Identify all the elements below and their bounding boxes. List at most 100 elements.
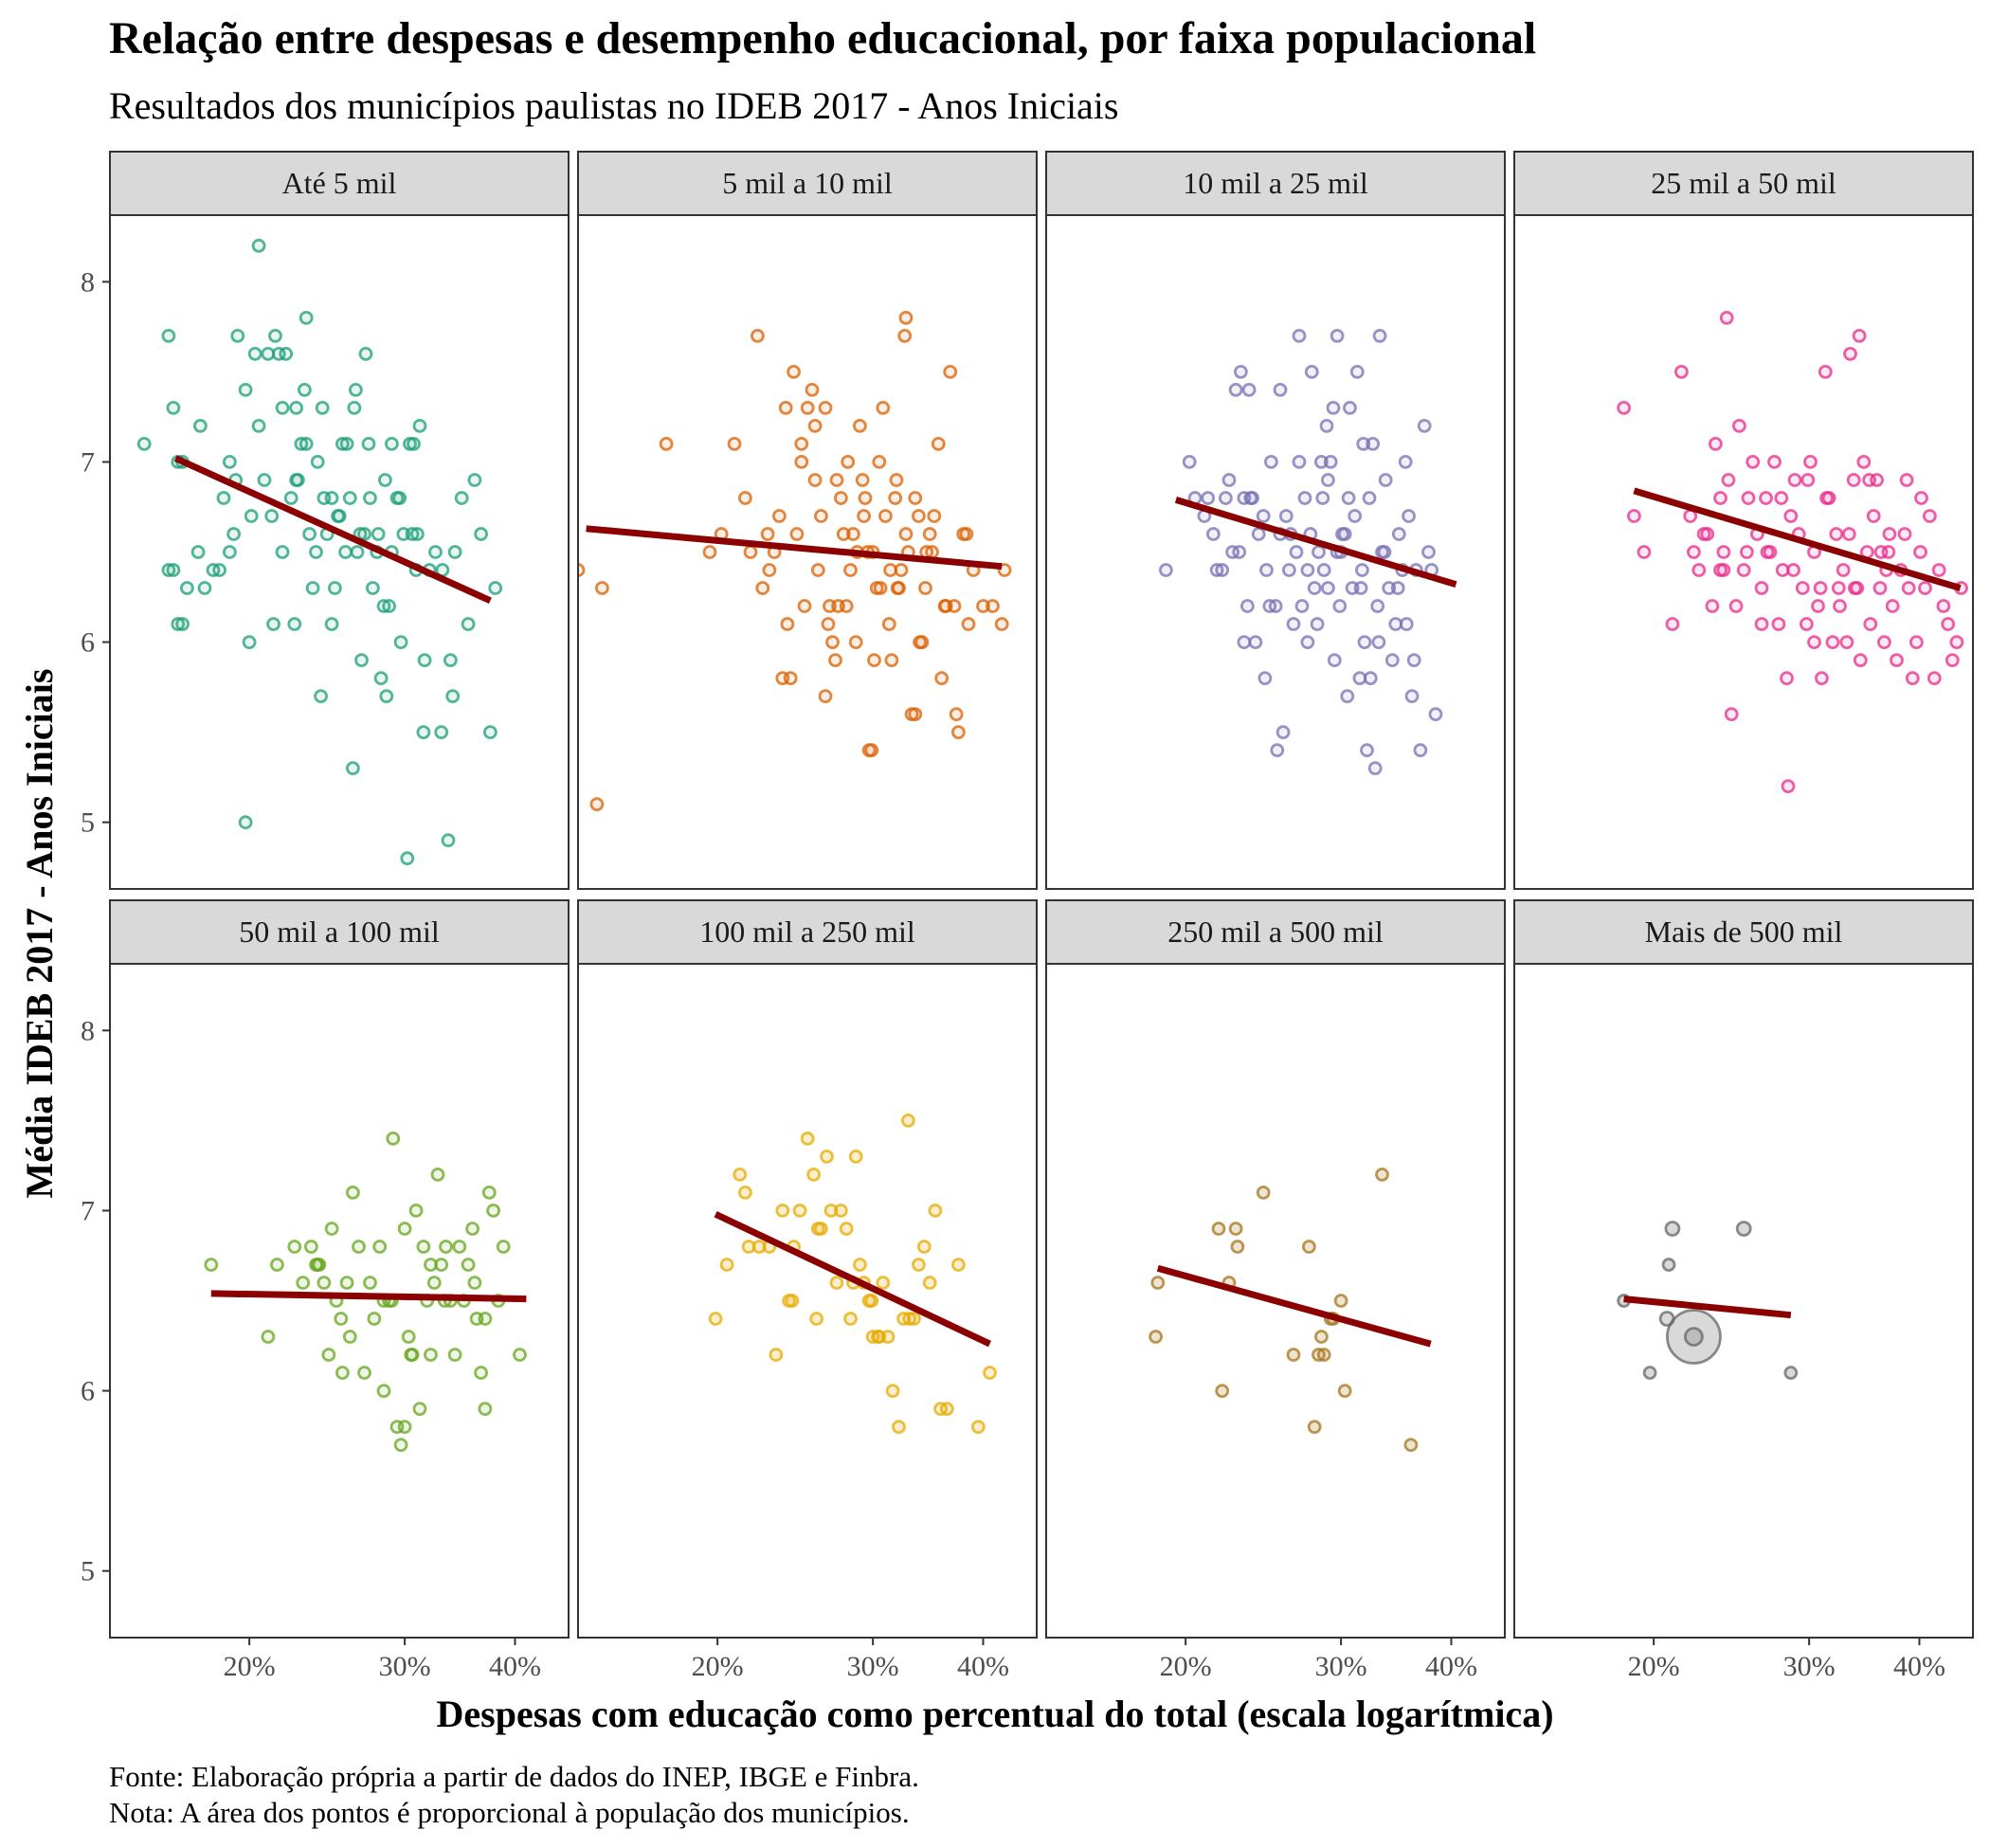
data-point (230, 328, 245, 343)
data-point (738, 491, 752, 505)
data-point (367, 1312, 382, 1326)
data-point (1781, 779, 1796, 793)
data-point (1243, 491, 1258, 505)
data-point (1201, 491, 1216, 505)
data-point (834, 1204, 848, 1218)
data-point (439, 1240, 453, 1254)
data-point (772, 509, 787, 523)
x-tick-label: 20% (1628, 1651, 1680, 1682)
data-point (1873, 545, 1889, 559)
data-point (727, 436, 742, 451)
data-point (1914, 491, 1928, 505)
data-point (481, 1186, 497, 1200)
data-point (809, 1312, 824, 1326)
data-point (1617, 400, 1631, 415)
data-point (1234, 364, 1248, 379)
y-axis-title: Média IDEB 2017 - Anos Iniciais (18, 669, 61, 1199)
data-point (1936, 599, 1951, 613)
data-point (1746, 454, 1761, 469)
data-point (376, 1384, 391, 1398)
data-point (1428, 707, 1443, 721)
data-point (719, 1258, 734, 1272)
data-point (857, 509, 871, 523)
x-tick-label: 30% (1315, 1651, 1367, 1682)
panel-border (1513, 963, 1974, 1639)
data-point (321, 1348, 336, 1362)
data-point (309, 545, 323, 559)
data-point (853, 418, 867, 433)
data-point (872, 454, 887, 469)
data-point (1256, 1186, 1271, 1200)
data-point (1927, 671, 1942, 685)
data-point (1150, 1276, 1166, 1290)
chart-title: Relação entre despesas e desempenho educ… (109, 13, 1536, 63)
data-point (441, 833, 456, 848)
data-point (1370, 599, 1385, 613)
data-point (1300, 563, 1315, 577)
data-point (335, 1366, 350, 1380)
facet-strip (109, 151, 570, 216)
data-point (166, 400, 181, 415)
data-point (1232, 545, 1247, 559)
data-point (589, 797, 605, 811)
data-point (1945, 653, 1960, 667)
trend-line (714, 1211, 991, 1348)
data-point (1885, 599, 1900, 613)
data-point (780, 617, 795, 631)
data-point (212, 563, 227, 577)
data-point (404, 1348, 419, 1362)
data-point (1149, 1330, 1163, 1344)
data-point (408, 1204, 424, 1218)
facet-grid: Até 5 mil 5 6 7 8 5 mil a 10 mil 10 mil a 25 m… (81, 151, 1974, 1682)
data-point (959, 527, 974, 541)
data-point (783, 671, 798, 685)
data-point (1316, 1348, 1331, 1362)
facet-strip-label: 250 mil a 500 mil (1167, 915, 1384, 949)
data-point (800, 400, 815, 415)
data-point (918, 581, 932, 595)
data-point (1314, 454, 1329, 469)
data-point (1206, 527, 1221, 541)
data-point (807, 473, 823, 487)
data-point (339, 436, 354, 451)
data-point (342, 1330, 357, 1344)
trend-line (1633, 487, 1962, 591)
data-point (1355, 563, 1369, 577)
data-point (513, 1348, 527, 1362)
data-point (1221, 473, 1237, 487)
data-point (445, 689, 461, 703)
y-tick-label: 6 (81, 1376, 95, 1407)
data-point (363, 1276, 377, 1290)
data-point (298, 436, 314, 451)
x-tick-label: 30% (847, 1651, 899, 1682)
data-point (1732, 418, 1746, 433)
data-point (371, 527, 386, 541)
data-point (1913, 545, 1927, 559)
data-point (1251, 527, 1266, 541)
data-point (1286, 1348, 1301, 1362)
data-point (829, 473, 844, 487)
data-point (843, 1312, 858, 1326)
y-tick-label: 7 (81, 446, 95, 478)
data-point (897, 328, 913, 343)
data-point (379, 689, 394, 703)
facet-panel: 50 mil a 100 mil 5 6 7 8 20% 30% 40% (81, 899, 570, 1682)
data-point (338, 545, 353, 559)
trend-line (210, 1290, 527, 1303)
data-point (800, 1132, 815, 1146)
data-point (384, 436, 399, 451)
data-point (257, 473, 272, 487)
data-point (1248, 635, 1263, 649)
data-point (1399, 617, 1414, 631)
data-point (916, 1240, 932, 1254)
data-point (1321, 581, 1335, 595)
data-point (1278, 509, 1294, 523)
data-point (268, 328, 282, 343)
trend-line (173, 455, 492, 604)
data-point (478, 1312, 493, 1326)
data-point (1241, 382, 1257, 397)
data-point (922, 1276, 937, 1290)
data-point (297, 382, 312, 397)
facet-panel: 5 mil a 10 mil (577, 151, 1038, 890)
data-point (324, 1222, 339, 1236)
